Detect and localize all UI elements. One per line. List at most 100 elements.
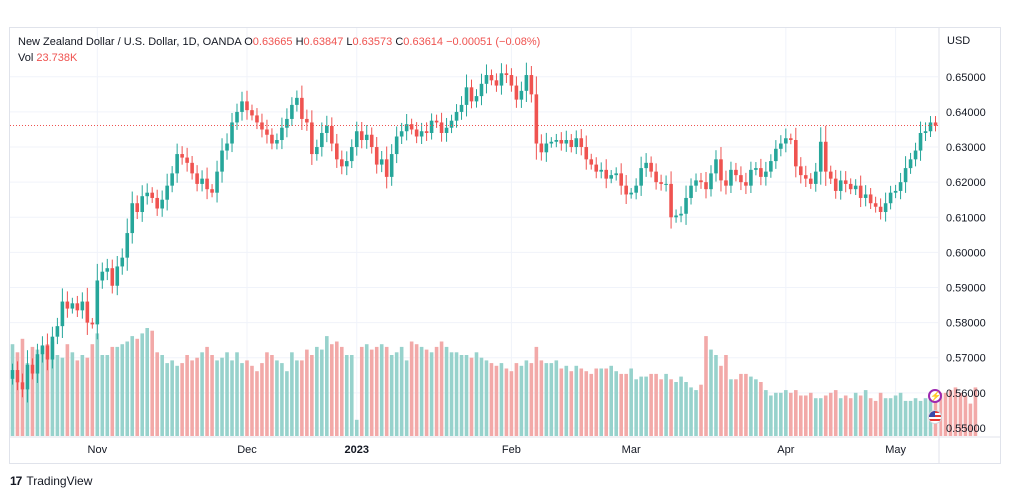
volume-bar [973, 387, 978, 436]
candle-body [100, 271, 105, 281]
candle-body [679, 213, 683, 216]
candle-body [225, 143, 229, 151]
candle-body [893, 190, 898, 193]
volume-bar [334, 341, 339, 436]
candle-body [813, 171, 818, 184]
candle-body [394, 136, 399, 155]
candle-body [639, 168, 643, 186]
volume-bar [469, 357, 474, 436]
time-tick-label: May [885, 444, 906, 456]
volume-bar [594, 368, 599, 436]
volume-bar [115, 346, 120, 436]
candle-body [843, 180, 848, 184]
candle-body [479, 83, 484, 97]
volume-bar [509, 371, 514, 436]
price-tick-label: 0.56000 [946, 388, 986, 400]
volume-bar [948, 390, 953, 436]
low-value: 0.63573 [352, 36, 393, 48]
volume-bar [389, 355, 394, 436]
candle-body [414, 129, 419, 137]
grid-lines [10, 28, 938, 436]
volume-bar [524, 360, 529, 436]
candle-body [275, 140, 279, 144]
candle-body [320, 132, 324, 148]
volume-bar [694, 390, 698, 436]
volume-bar [779, 392, 783, 436]
candle-body [828, 171, 833, 179]
volume-bar [384, 346, 389, 436]
volume-bar [704, 336, 708, 436]
candle-body [803, 175, 808, 179]
symbol-title[interactable]: New Zealand Dollar / U.S. Dollar, 1D, OA… [18, 36, 242, 48]
volume-bar [843, 395, 848, 436]
volume-bar [85, 357, 90, 436]
volume-bar [774, 392, 778, 436]
volume-bar [719, 365, 723, 436]
volume-bar [484, 360, 489, 436]
candle-body [175, 154, 179, 174]
candle-body [220, 150, 224, 172]
volume-bar [315, 346, 319, 436]
volume-bar [275, 360, 279, 436]
volume-bar [963, 395, 968, 436]
volume-bar [120, 344, 125, 436]
volume-bar [285, 371, 289, 436]
candle-body [589, 159, 594, 165]
us-flag-event-icon[interactable] [928, 410, 942, 424]
candle-body [30, 364, 35, 374]
volume-bar [75, 360, 80, 436]
candle-body [818, 141, 823, 172]
candle-body [45, 345, 50, 360]
volume-bar [110, 346, 115, 436]
candle-body [604, 169, 609, 179]
candle-body [140, 196, 145, 213]
candle-body [95, 280, 100, 325]
volume-bar [519, 365, 524, 436]
price-axis[interactable]: 0.65000 0.64000 0.63000 0.62000 0.61000 0.600… [946, 72, 986, 435]
candle-body [714, 159, 718, 174]
candle-body [634, 185, 638, 193]
time-axis[interactable]: Nov Dec 2023 Feb Mar Apr May [88, 444, 907, 456]
candle-body [709, 173, 713, 190]
volume-bar [280, 363, 284, 436]
volume-bar [255, 371, 259, 436]
candle-body [519, 90, 524, 100]
candle-body [704, 182, 708, 190]
volume-bar [559, 368, 564, 436]
volume-bar [699, 384, 703, 436]
volume-bar [858, 395, 863, 436]
volume-bar [833, 390, 838, 436]
candle-body [504, 73, 509, 76]
volume-value: 23.738K [36, 52, 78, 64]
volume-bar [579, 368, 584, 436]
volume-bar [434, 346, 439, 436]
volume-bar [15, 352, 20, 436]
candle-body [564, 140, 569, 144]
time-tick-label: Feb [502, 444, 521, 456]
candle-body [494, 80, 499, 86]
tradingview-brand[interactable]: 17 TradingView [10, 474, 92, 488]
price-chart[interactable]: 0.65000 0.64000 0.63000 0.62000 0.61000 0.600… [0, 0, 1012, 470]
candle-body [574, 138, 579, 148]
lightning-event-icon[interactable]: ⚡ [928, 389, 942, 403]
candle-body [464, 87, 469, 105]
price-tick-label: 0.65000 [946, 72, 986, 84]
candles [10, 62, 938, 403]
price-tick-label: 0.64000 [946, 107, 986, 119]
volume-bar [589, 373, 594, 436]
candle-body [399, 131, 404, 137]
candle-body [754, 168, 758, 170]
volume-bar [644, 376, 648, 436]
candle-body [888, 192, 893, 204]
volume-bar [674, 382, 678, 436]
volume-bar [534, 346, 539, 436]
volume-bar [609, 365, 614, 436]
candle-body [359, 131, 364, 141]
volume-bar [150, 330, 154, 436]
candle-body [364, 134, 369, 141]
volume-bar [444, 346, 449, 436]
volume-bar [424, 349, 429, 436]
candle-body [774, 148, 778, 162]
volume-bar [364, 344, 369, 436]
volume-bar [798, 395, 803, 436]
